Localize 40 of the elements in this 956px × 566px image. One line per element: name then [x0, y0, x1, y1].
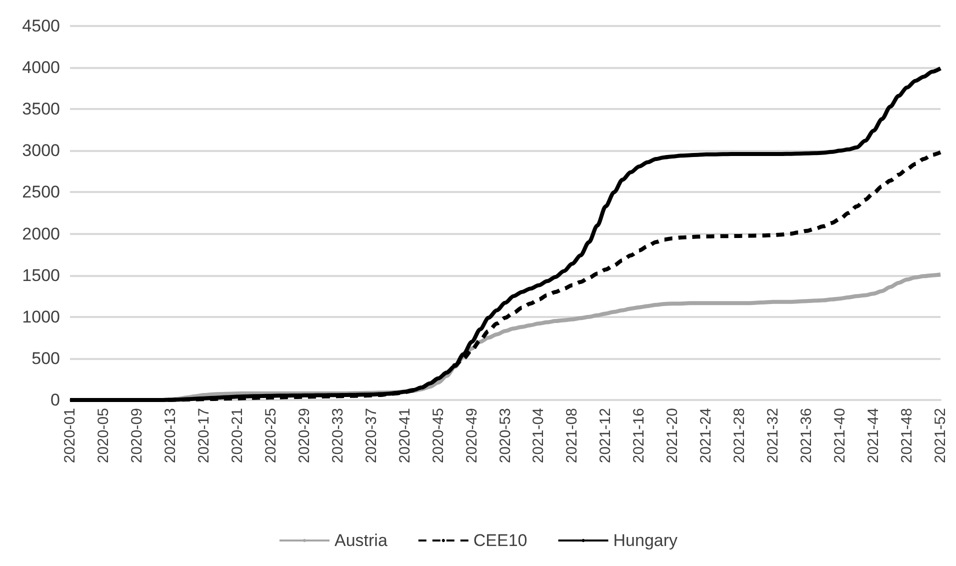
y-tick-label: 3500	[22, 100, 60, 119]
x-tick-label: 2020-41	[396, 408, 414, 464]
x-tick-label: 2020-05	[94, 408, 112, 464]
y-tick-label: 1500	[22, 266, 60, 285]
x-tick-label: 2021-40	[832, 408, 849, 464]
legend-label: Hungary	[613, 531, 678, 550]
x-tick-label: 2021-28	[731, 408, 748, 464]
x-tick-label: 2021-44	[865, 408, 882, 464]
x-tick-label: 2020-01	[62, 408, 78, 464]
x-tick-label: 2020-25	[262, 408, 280, 464]
x-tick-label: 2021-24	[698, 408, 715, 464]
x-tick-label: 2021-36	[798, 408, 816, 464]
y-tick-label: 2000	[22, 224, 60, 244]
x-tick-label: 2020-37	[362, 408, 380, 464]
x-tick-label: 2020-09	[128, 408, 146, 464]
y-tick-label: 4000	[22, 58, 60, 78]
x-tick-label: 2021-20	[664, 408, 682, 464]
y-tick-label: 2500	[22, 182, 60, 202]
x-tick-label: 2021-32	[764, 408, 782, 464]
y-tick-label: 4500	[22, 16, 60, 36]
y-tick-label: 500	[32, 348, 60, 368]
x-tick-label: 2020-49	[463, 408, 480, 464]
y-tick-label: 1000	[22, 307, 60, 326]
x-tick-label: 2020-21	[228, 408, 246, 464]
x-tick-label: 2021-12	[597, 408, 614, 464]
x-tick-label: 2020-29	[296, 408, 313, 464]
x-tick-label: 2020-13	[162, 408, 179, 464]
y-tick-label: 3000	[22, 141, 60, 160]
x-tick-label: 2021-52	[932, 408, 949, 464]
x-tick-label: 2021-16	[630, 408, 648, 464]
x-tick-label: 2021-08	[564, 408, 581, 464]
legend-label: CEE10	[473, 531, 528, 550]
y-tick-label: 0	[50, 390, 60, 410]
x-tick-label: 2020-45	[430, 408, 447, 464]
x-tick-label: 2021-04	[530, 408, 548, 464]
x-tick-label: 2020-17	[195, 408, 212, 464]
x-tick-label: 2020-53	[496, 408, 514, 464]
legend-label: Austria	[334, 531, 388, 550]
x-tick-label: 2020-33	[329, 408, 346, 464]
x-tick-label: 2021-48	[898, 408, 916, 464]
